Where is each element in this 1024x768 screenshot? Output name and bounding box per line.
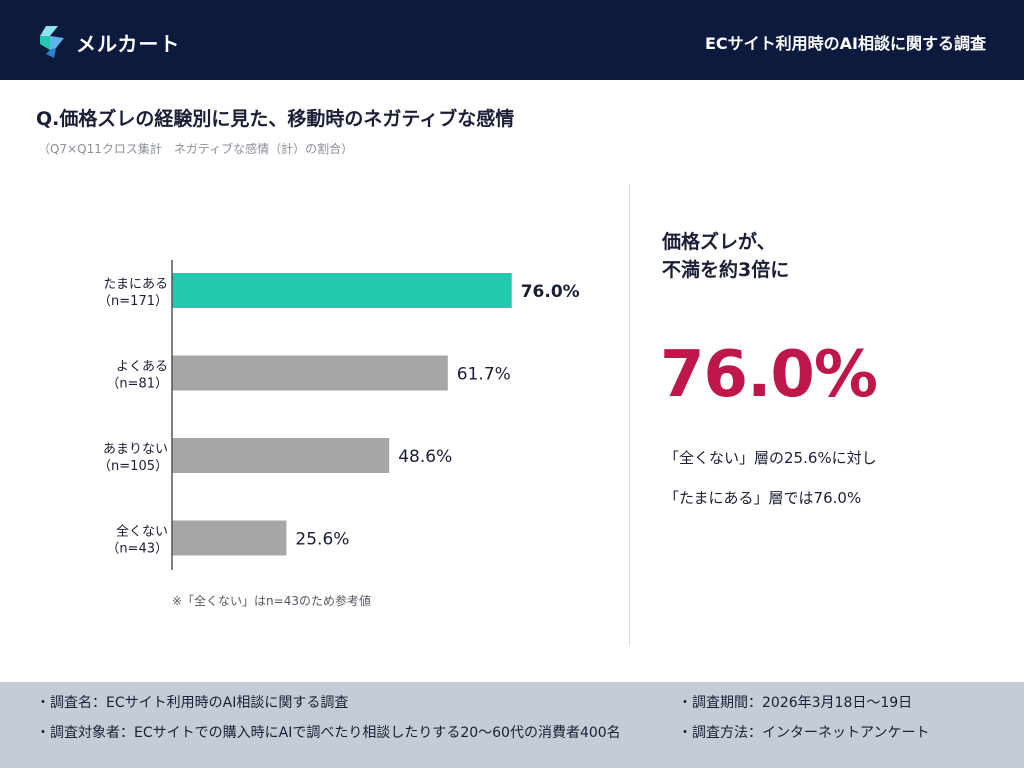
summary-compare-line1: 「全くない」層の25.6%に対し [664, 449, 877, 467]
summary-compare-line2: 「たまにある」層では76.0% [664, 489, 862, 507]
vertical-divider [629, 184, 630, 646]
value-label-2: 61.7% [457, 365, 511, 385]
category-label-2: よくある [116, 360, 168, 375]
logo-mark-icon [40, 26, 64, 58]
report-title: ECサイト利用時のAI相談に関する調査 [704, 34, 986, 53]
summary-headline-line1: 価格ズレが、 [662, 231, 776, 253]
footer-survey-target: ・調査対象者：ECサイトでの購入時にAIで調べたり相談したりする20〜60代の消… [36, 725, 621, 741]
category-n-4: （n=43） [106, 542, 168, 557]
bar-chart-svg: たまにある （n=171） 76.0% よくある （n=81） 61.7% あまりない （n=… [98, 260, 580, 570]
chart-footnote: ※「全くない」はn=43のため参考値 [172, 594, 371, 608]
logo-text: メルカート [76, 31, 181, 56]
value-label-4: 25.6% [295, 530, 349, 550]
summary-headline-line2: 不満を約3倍に [662, 259, 790, 281]
category-label-1: たまにある [103, 277, 168, 292]
bar-3 [172, 438, 390, 473]
footer-survey-name: ・調査名：ECサイト利用時のAI相談に関する調査 [36, 695, 349, 711]
summary-comparison: 「全くない」層の25.6%に対し 「たまにある」層では76.0% [664, 438, 877, 518]
bar-1 [172, 273, 512, 308]
bar-chart: たまにある （n=171） 76.0% よくある （n=81） 61.7% あまりない （n=… [30, 260, 610, 570]
summary-headline: 価格ズレが、 不満を約3倍に [662, 228, 789, 284]
question-subtitle: （Q7×Q11クロス集計 ネガティブな感情（計）の割合） [38, 142, 354, 156]
category-n-3: （n=105） [98, 459, 168, 474]
category-n-2: （n=81） [106, 377, 168, 392]
footer-bar: ・調査名：ECサイト利用時のAI相談に関する調査 ・調査対象者：ECサイトでの購… [0, 682, 1024, 768]
question-title: Q.価格ズレの経験別に見た、移動時のネガティブな感情 [36, 108, 515, 130]
category-label-3: あまりない [103, 442, 168, 457]
summary-big-value: 76.0% [660, 338, 878, 412]
category-label-4: 全くない [116, 524, 168, 540]
header-bar: メルカート ECサイト利用時のAI相談に関する調査 [0, 0, 1024, 80]
footer-survey-period: ・調査期間：2026年3月18日〜19日 [678, 695, 913, 711]
category-n-1: （n=171） [98, 294, 168, 309]
value-label-1: 76.0% [521, 282, 580, 302]
brand-logo[interactable]: メルカート [36, 22, 180, 62]
value-label-3: 48.6% [398, 447, 452, 467]
bar-4 [172, 520, 287, 556]
bar-2 [172, 355, 448, 391]
footer-survey-method: ・調査方法：インターネットアンケート [678, 725, 930, 741]
